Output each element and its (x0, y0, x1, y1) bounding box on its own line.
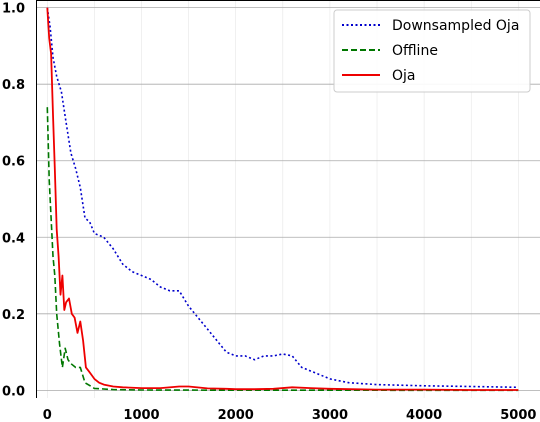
y-tick-label: 0.2 (2, 308, 25, 323)
y-tick-label: 0.0 (2, 384, 25, 399)
legend-label-offline: Offline (392, 43, 438, 59)
series-line-offline (46, 107, 519, 392)
x-tick-label: 3000 (312, 408, 348, 422)
y-tick-label: 0.4 (2, 231, 25, 246)
x-tick-label: 1000 (123, 408, 159, 422)
y-tick-label: 1.0 (2, 2, 25, 17)
legend-label-downsampled-oja: Downsampled Oja (392, 18, 519, 34)
legend-label-oja: Oja (392, 68, 416, 84)
y-tick-label: 0.8 (2, 78, 25, 93)
x-tick-label: 4000 (406, 408, 442, 422)
x-tick-label: 0 (43, 408, 52, 422)
x-tick-label: 2000 (218, 408, 254, 422)
series-lines (46, 7, 519, 392)
x-tick-label: 5000 (500, 408, 536, 422)
legend: Downsampled Oja Offline Oja (333, 9, 531, 93)
series-line-oja (46, 7, 519, 391)
legend-box (333, 9, 531, 93)
y-tick-label: 0.6 (2, 155, 25, 170)
axes (36, 0, 540, 398)
